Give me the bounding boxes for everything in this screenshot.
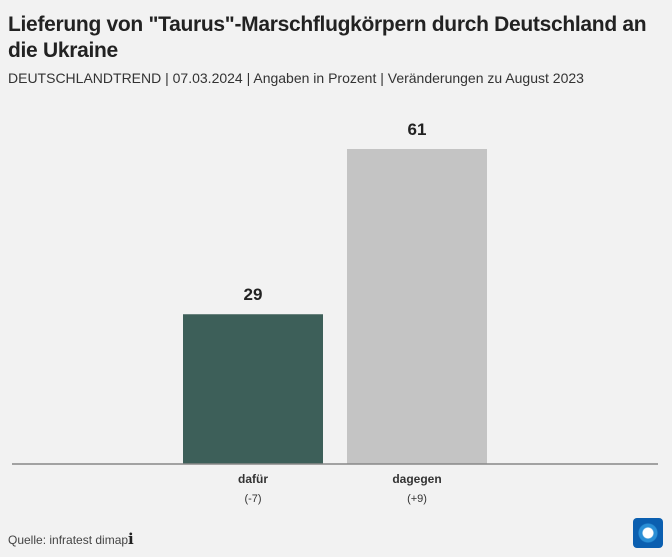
bar-0 <box>183 314 323 464</box>
chart-subtitle: DEUTSCHLANDTREND | 07.03.2024 | Angaben … <box>8 70 584 86</box>
info-icon[interactable]: i <box>128 530 134 548</box>
source-label: Quelle: infratest dimap <box>8 533 129 547</box>
bar-1 <box>347 149 487 464</box>
data-label: 61 <box>408 120 427 139</box>
tagesschau-logo <box>633 518 663 548</box>
data-label: 29 <box>244 285 263 304</box>
category-label: dafür <box>238 472 268 486</box>
change-label: (-7) <box>244 493 261 505</box>
chart-title: Lieferung von "Taurus"-Marschflugkörpern… <box>8 13 647 62</box>
category-label: dagegen <box>392 472 441 486</box>
change-label: (+9) <box>407 493 427 505</box>
